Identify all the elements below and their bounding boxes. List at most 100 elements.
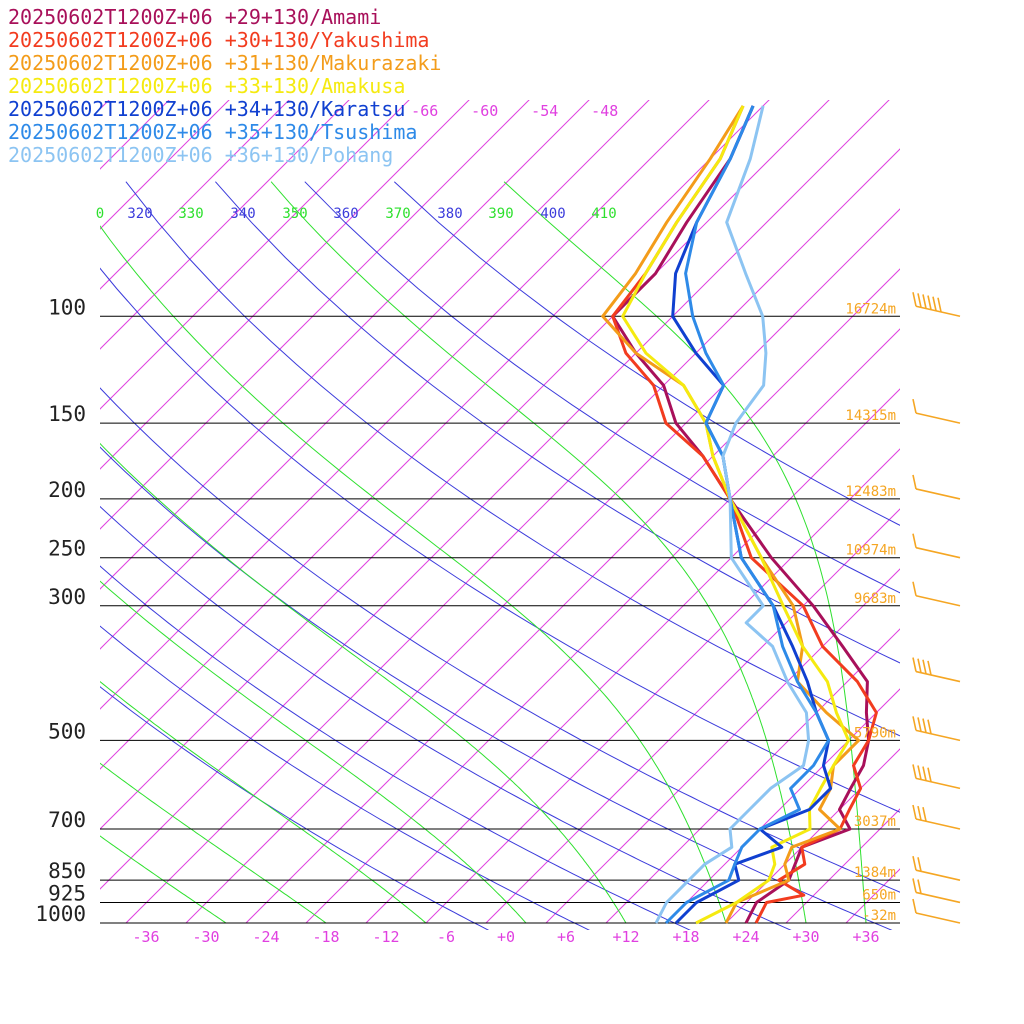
height-label: 9683m bbox=[854, 591, 896, 607]
wind-barb bbox=[912, 398, 961, 424]
barb-staff bbox=[915, 729, 961, 742]
isotherm-line bbox=[100, 100, 230, 230]
moist-adiabat-line bbox=[503, 181, 867, 924]
wind-barb bbox=[912, 804, 961, 830]
temperature-tick-label: -24 bbox=[252, 928, 279, 946]
barb-flag bbox=[912, 398, 917, 414]
barb-flag bbox=[927, 719, 932, 734]
barb-flag bbox=[912, 474, 917, 490]
isotherm-line bbox=[605, 628, 900, 924]
isotherm-line bbox=[966, 75, 1024, 923]
temperature-tick-label: +12 bbox=[612, 928, 639, 946]
barb-flag bbox=[917, 717, 922, 732]
height-label: 3037m bbox=[854, 814, 896, 830]
theta-label: 400 bbox=[540, 206, 565, 222]
isotherm-line bbox=[906, 75, 1024, 923]
pressure-label: 500 bbox=[48, 719, 86, 743]
moist-adiabat-line bbox=[100, 225, 727, 924]
isotherm-line bbox=[100, 100, 290, 290]
barb-staff bbox=[915, 594, 961, 607]
barb-staff bbox=[915, 869, 961, 881]
barb-flag bbox=[912, 533, 917, 548]
barb-staff bbox=[915, 488, 961, 500]
dry-adiabat-line bbox=[100, 565, 691, 930]
dry-adiabat-line bbox=[100, 625, 591, 930]
pressure-grid bbox=[100, 315, 900, 924]
dry-adiabat-line bbox=[100, 505, 792, 930]
moist-adiabat-grid bbox=[100, 181, 867, 924]
wind-barb bbox=[912, 657, 961, 683]
temperature-tick-label: +36 bbox=[852, 928, 879, 946]
height-label: 10974m bbox=[845, 543, 896, 559]
barb-flag bbox=[912, 716, 917, 731]
moist-adiabat-line bbox=[100, 580, 527, 924]
barb-staff bbox=[915, 891, 961, 904]
dry-adiabat-line bbox=[125, 181, 900, 737]
pressure-label: 850 bbox=[48, 859, 86, 883]
dry-adiabat-line bbox=[100, 686, 490, 930]
temperature-tick-label: +18 bbox=[672, 928, 699, 946]
pressure-label: 100 bbox=[48, 295, 86, 319]
barb-flag bbox=[917, 658, 922, 673]
barb-flag bbox=[927, 767, 932, 782]
moist-adiabat-line bbox=[100, 835, 227, 924]
wind-barbs bbox=[912, 292, 961, 924]
barb-flag bbox=[932, 296, 937, 311]
barb-flag bbox=[912, 856, 917, 871]
barb-flag bbox=[917, 857, 922, 872]
barb-flag bbox=[912, 292, 917, 307]
wind-barb bbox=[912, 292, 961, 318]
theta-label: 380 bbox=[437, 206, 462, 222]
sounding-line bbox=[621, 105, 851, 925]
barb-flag bbox=[927, 295, 932, 310]
height-label: 16724m bbox=[845, 301, 896, 317]
barb-flag bbox=[917, 805, 922, 821]
barb-flag bbox=[917, 293, 922, 308]
legend-entry: 20250602T1200Z+06 +33+130/Amakusa bbox=[8, 74, 405, 98]
temperature-tick-label: +6 bbox=[557, 928, 575, 946]
legend-entry: 20250602T1200Z+06 +36+130/Pohang bbox=[8, 143, 393, 167]
wind-barb bbox=[912, 878, 961, 904]
barb-flag bbox=[922, 718, 927, 733]
sounding-line bbox=[654, 105, 811, 924]
barb-flag bbox=[917, 765, 922, 780]
temperature-tick-label: -18 bbox=[312, 928, 339, 946]
wind-barb bbox=[912, 716, 961, 742]
legend: 20250602T1200Z+06 +29+130/Amami 20250602T… bbox=[8, 5, 441, 167]
barb-flag bbox=[927, 660, 932, 676]
theta-label: 330 bbox=[178, 206, 203, 222]
barb-flag bbox=[922, 807, 927, 822]
upper-isotherm-label: -54 bbox=[531, 102, 558, 120]
pressure-label: 1000 bbox=[35, 902, 86, 926]
legend-entry: 20250602T1200Z+06 +31+130/Makurazaki bbox=[8, 51, 441, 75]
temperature-tick-label: -6 bbox=[437, 928, 455, 946]
isotherm-line bbox=[485, 508, 900, 924]
pressure-label: 200 bbox=[48, 478, 86, 502]
barb-flag bbox=[922, 659, 927, 674]
temperature-tick-label: -30 bbox=[192, 928, 219, 946]
theta-label: 360 bbox=[333, 206, 358, 222]
isotherm-line bbox=[665, 688, 900, 924]
isotherm-line bbox=[100, 100, 350, 350]
legend-entry: 20250602T1200Z+06 +29+130/Amami bbox=[8, 5, 381, 29]
temperature-tick-label: +24 bbox=[732, 928, 759, 946]
dry-adiabat-line bbox=[304, 181, 900, 594]
wind-barb bbox=[912, 581, 961, 607]
theta-label: 350 bbox=[282, 206, 307, 222]
theta-label: 320 bbox=[127, 206, 152, 222]
pressure-label: 925 bbox=[48, 881, 86, 905]
height-label: -32m bbox=[862, 908, 896, 924]
moist-adiabat-line bbox=[100, 762, 327, 924]
series-group bbox=[601, 105, 878, 925]
pressure-label: 150 bbox=[48, 402, 86, 426]
wind-barb bbox=[912, 474, 961, 500]
wind-barb bbox=[912, 898, 961, 924]
dry-adiabat-line bbox=[100, 387, 900, 893]
barb-staff bbox=[915, 777, 961, 790]
isotherm-line bbox=[725, 748, 900, 924]
moist-adiabat-line bbox=[100, 680, 427, 924]
sounding-line bbox=[611, 105, 871, 924]
upper-isotherm-label: -66 bbox=[411, 102, 438, 120]
